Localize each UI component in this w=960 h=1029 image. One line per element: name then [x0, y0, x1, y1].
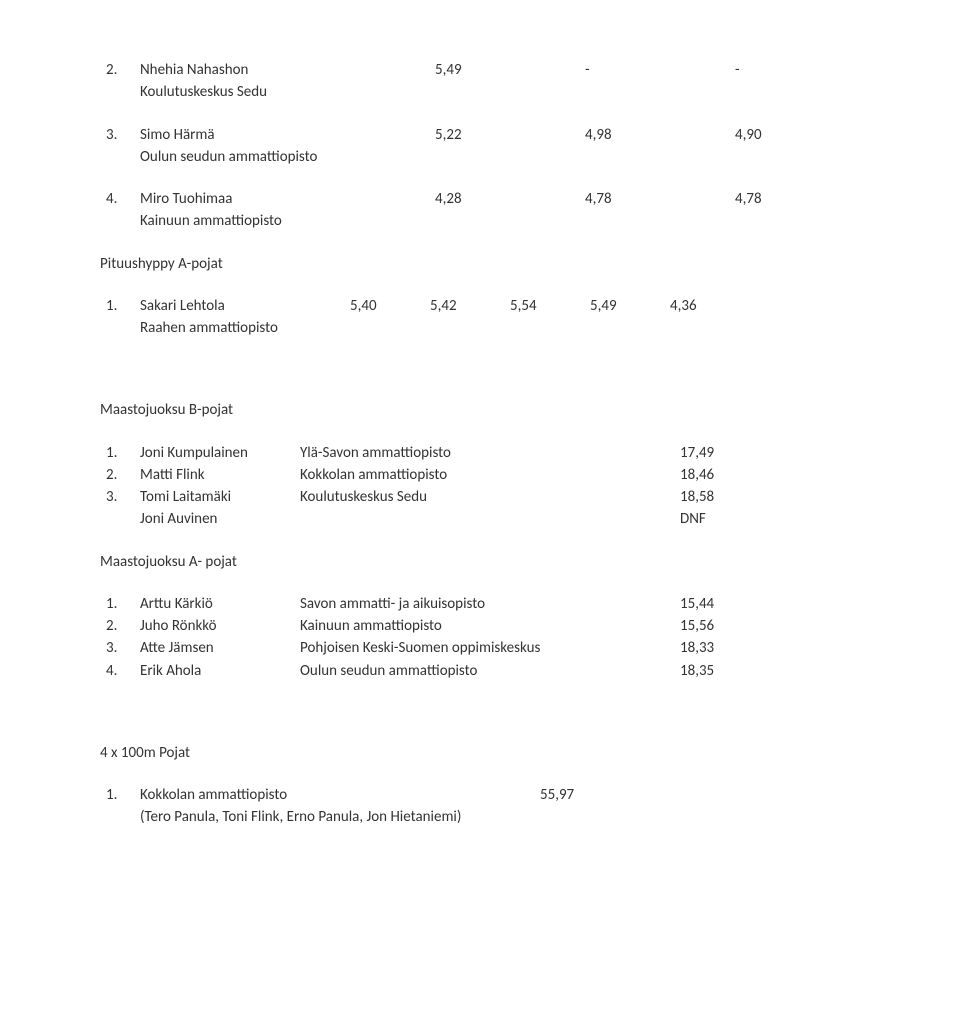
school-name: Raahen ammattiopisto [140, 318, 278, 338]
section-heading: 4 x 100m Pojat [100, 743, 870, 763]
value: 5,49 [435, 60, 585, 80]
result-row: 1. Sakari Lehtola 5,40 5,42 5,54 5,49 4,… [100, 296, 870, 316]
value: 18,58 [680, 487, 714, 507]
school-row: Koulutuskeskus Sedu [100, 82, 870, 102]
school-name: Savon ammatti- ja aikuisopisto [300, 594, 680, 614]
rank: 2. [106, 60, 140, 80]
result-row: 2. Nhehia Nahashon 5,49 - - [100, 60, 870, 80]
rank: 1. [106, 296, 140, 316]
result-row: 3. Tomi Laitamäki Koulutuskeskus Sedu 18… [100, 487, 870, 507]
value: 4,78 [735, 189, 815, 209]
value: 18,46 [680, 465, 714, 485]
value: 4,90 [735, 125, 815, 145]
rank: 2. [106, 616, 140, 636]
rank: 3. [106, 638, 140, 658]
result-row: 4. Erik Ahola Oulun seudun ammattiopisto… [100, 661, 870, 681]
value: 4,28 [435, 189, 585, 209]
school-row: Oulun seudun ammattiopisto [100, 147, 870, 167]
value: 5,40 [350, 296, 430, 316]
value: 5,22 [435, 125, 585, 145]
school-name: Kainuun ammattiopisto [300, 616, 680, 636]
value: 18,33 [680, 638, 714, 658]
value: - [735, 60, 815, 80]
result-row: Joni Auvinen DNF [100, 509, 870, 529]
school-name [300, 509, 680, 529]
value: 4,36 [670, 296, 750, 316]
school-row: Raahen ammattiopisto [100, 318, 870, 338]
value: DNF [680, 509, 706, 529]
section-title: Maastojuoksu B-pojat [100, 400, 233, 420]
rank: 2. [106, 465, 140, 485]
section-heading: Pituushyppy A-pojat [100, 254, 870, 274]
result-row: 4. Miro Tuohimaa 4,28 4,78 4,78 [100, 189, 870, 209]
school-name: Kokkolan ammattiopisto [300, 465, 680, 485]
value: 4,98 [585, 125, 735, 145]
members-row: (Tero Panula, Toni Flink, Erno Panula, J… [100, 807, 870, 827]
athlete-name: Sakari Lehtola [140, 296, 350, 316]
school-row: Kainuun ammattiopisto [100, 211, 870, 231]
result-row: 3. Simo Härmä 5,22 4,98 4,90 [100, 125, 870, 145]
athlete-name: Joni Auvinen [140, 509, 300, 529]
rank: 4. [106, 189, 140, 209]
value: 55,97 [540, 785, 574, 805]
result-row: 1. Kokkolan ammattiopisto 55,97 [100, 785, 870, 805]
athlete-name: Atte Jämsen [140, 638, 300, 658]
result-row: 1. Joni Kumpulainen Ylä-Savon ammattiopi… [100, 443, 870, 463]
section-heading: Maastojuoksu A- pojat [100, 552, 870, 572]
rank: 1. [106, 443, 140, 463]
school-name: Oulun seudun ammattiopisto [140, 147, 317, 167]
athlete-name: Tomi Laitamäki [140, 487, 300, 507]
value: 15,56 [680, 616, 714, 636]
value: 17,49 [680, 443, 714, 463]
value: 5,49 [590, 296, 670, 316]
rank: 1. [106, 785, 140, 805]
school-name: Koulutuskeskus Sedu [300, 487, 680, 507]
school-name: Pohjoisen Keski-Suomen oppimiskeskus [300, 638, 680, 658]
result-row: 2. Matti Flink Kokkolan ammattiopisto 18… [100, 465, 870, 485]
school-name: Oulun seudun ammattiopisto [300, 661, 680, 681]
athlete-name: Erik Ahola [140, 661, 300, 681]
value: 5,42 [430, 296, 510, 316]
athlete-name: Miro Tuohimaa [140, 189, 435, 209]
value: 18,35 [680, 661, 714, 681]
section-title: Maastojuoksu A- pojat [100, 552, 237, 572]
value: 4,78 [585, 189, 735, 209]
athlete-name: Arttu Kärkiö [140, 594, 300, 614]
rank: 1. [106, 594, 140, 614]
result-row: 1. Arttu Kärkiö Savon ammatti- ja aikuis… [100, 594, 870, 614]
athlete-name: Nhehia Nahashon [140, 60, 435, 80]
athlete-name: Matti Flink [140, 465, 300, 485]
rank: 4. [106, 661, 140, 681]
school-name: Ylä-Savon ammattiopisto [300, 443, 680, 463]
result-row: 2. Juho Rönkkö Kainuun ammattiopisto 15,… [100, 616, 870, 636]
athlete-name: Simo Härmä [140, 125, 435, 145]
section-title: Pituushyppy A-pojat [100, 254, 223, 274]
value: 15,44 [680, 594, 714, 614]
members: (Tero Panula, Toni Flink, Erno Panula, J… [140, 807, 461, 827]
value: - [585, 60, 735, 80]
athlete-name: Joni Kumpulainen [140, 443, 300, 463]
athlete-name: Juho Rönkkö [140, 616, 300, 636]
school-name: Koulutuskeskus Sedu [140, 82, 267, 102]
section-title: 4 x 100m Pojat [100, 743, 190, 763]
value: 5,54 [510, 296, 590, 316]
school-name: Kokkolan ammattiopisto [140, 785, 540, 805]
result-row: 3. Atte Jämsen Pohjoisen Keski-Suomen op… [100, 638, 870, 658]
section-heading: Maastojuoksu B-pojat [100, 400, 870, 420]
rank: 3. [106, 487, 140, 507]
rank: 3. [106, 125, 140, 145]
school-name: Kainuun ammattiopisto [140, 211, 282, 231]
